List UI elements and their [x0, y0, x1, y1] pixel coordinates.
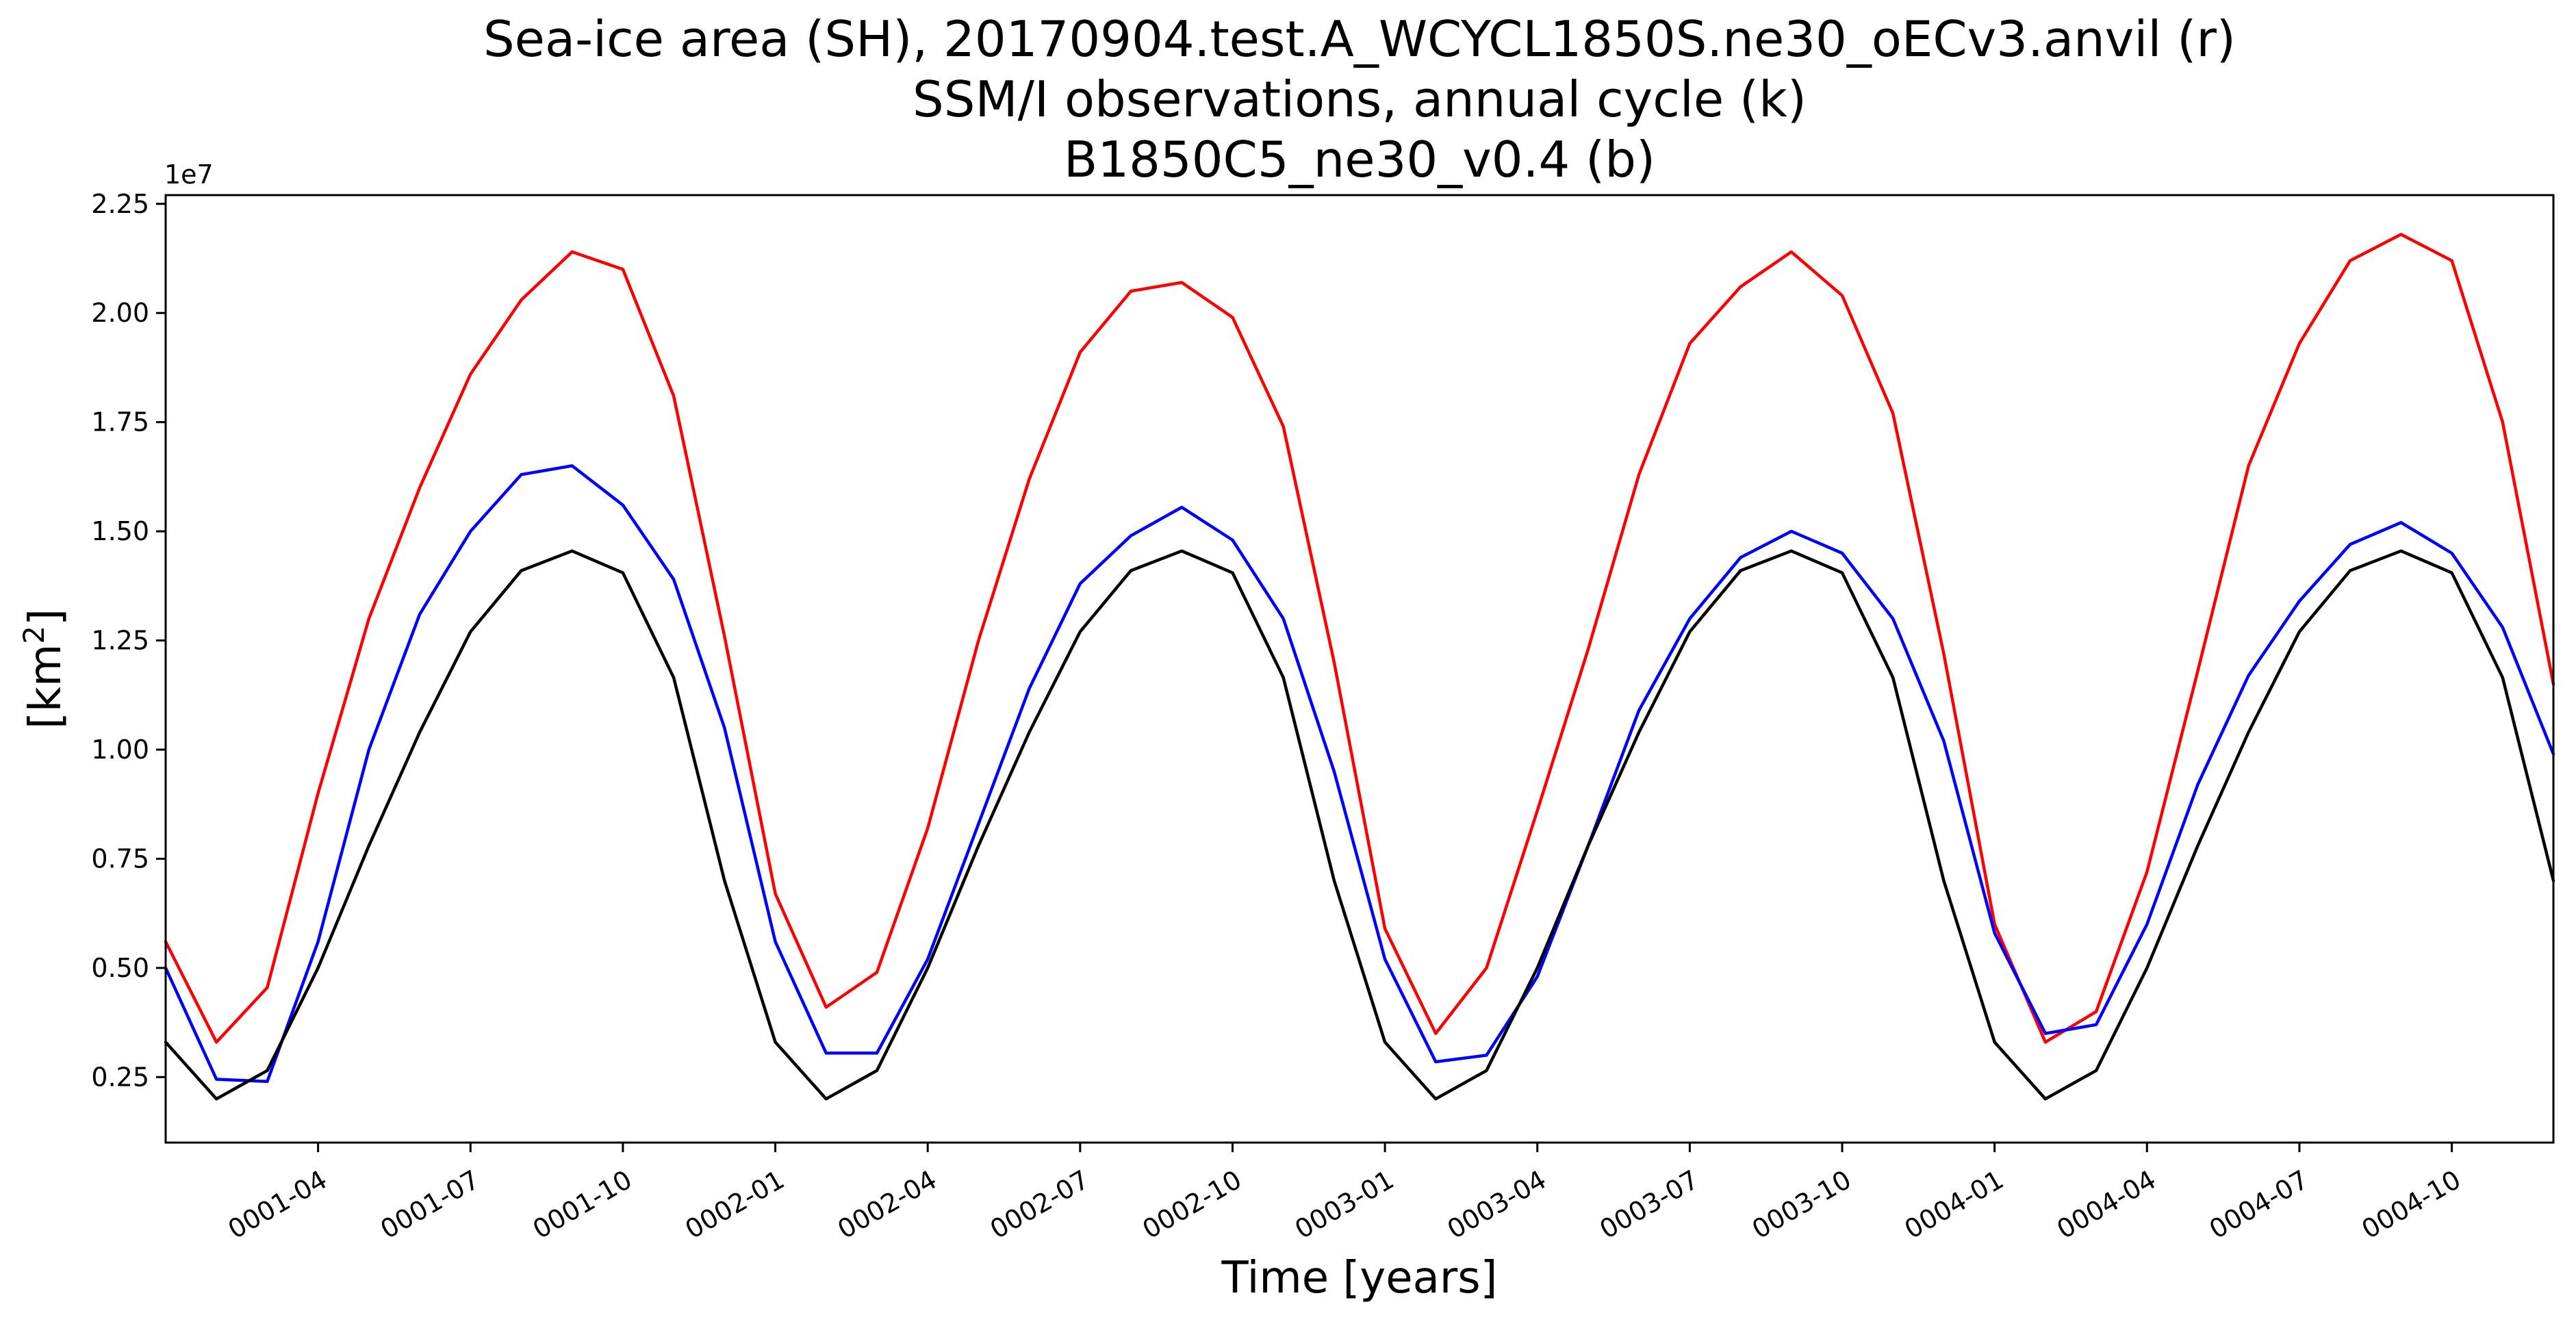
- x-axis-label: Time [years]: [1221, 1253, 1497, 1303]
- y-tick-label: 2.25: [91, 189, 149, 219]
- y-tick-label: 1.50: [91, 516, 149, 546]
- x-tick-label: 0001-10: [528, 1164, 637, 1245]
- y-axis-label: [km2]: [17, 609, 72, 729]
- y-tick-label: 0.50: [91, 953, 149, 983]
- x-tick-label: 0003-04: [1442, 1164, 1552, 1245]
- series-line-3: [164, 549, 2555, 1101]
- title-line-1: Sea-ice area (SH), 20170904.test.A_WCYCL…: [483, 10, 2236, 68]
- y-tick-label: 1.00: [91, 735, 149, 765]
- x-tick-label: 0002-01: [680, 1164, 790, 1245]
- x-tick-label: 0003-07: [1594, 1164, 1704, 1245]
- chart-title: Sea-ice area (SH), 20170904.test.A_WCYCL…: [483, 10, 2236, 188]
- x-tick-label: 0004-07: [2204, 1164, 2314, 1245]
- x-tick-label: 0004-04: [2052, 1164, 2161, 1245]
- x-tick-label: 0002-07: [985, 1164, 1095, 1245]
- y-tick-label: 0.25: [91, 1062, 149, 1092]
- y-tick-label: 1.75: [91, 407, 149, 437]
- x-axis: 0001-04 0001-07 0001-10 0002-01 0002-04 0002-…: [223, 1143, 2466, 1245]
- title-line-3: B1850C5_ne30_v0.4 (b): [1064, 131, 1655, 188]
- title-line-2: SSM/I observations, annual cycle (k): [913, 71, 1807, 128]
- x-tick-label: 0003-01: [1290, 1164, 1399, 1245]
- y-axis: 0.25 0.50 0.75 1.00 1.25 1.50 1.75 2.00 2.25: [91, 189, 166, 1092]
- plot-series: [164, 233, 2555, 1101]
- x-tick-label: 0004-10: [2357, 1164, 2466, 1245]
- y-tick-label: 0.75: [91, 843, 149, 874]
- y-axis-label-superscript: 2: [17, 626, 51, 644]
- y-tick-label: 2.00: [91, 298, 149, 328]
- x-tick-label: 0001-04: [223, 1164, 333, 1245]
- x-tick-label: 0003-10: [1747, 1164, 1857, 1245]
- series-line-2: [164, 464, 2555, 1083]
- plot-frame: [164, 194, 2555, 1144]
- y-tick-label: 1.25: [91, 626, 149, 656]
- x-tick-label: 0002-04: [832, 1164, 942, 1245]
- x-tick-label: 0001-07: [375, 1164, 485, 1245]
- x-tick-label: 0002-10: [1137, 1164, 1247, 1245]
- x-tick-label: 0004-01: [1900, 1164, 2009, 1245]
- series-line-1: [164, 233, 2555, 1044]
- y-axis-offset-label: 1e7: [164, 160, 214, 190]
